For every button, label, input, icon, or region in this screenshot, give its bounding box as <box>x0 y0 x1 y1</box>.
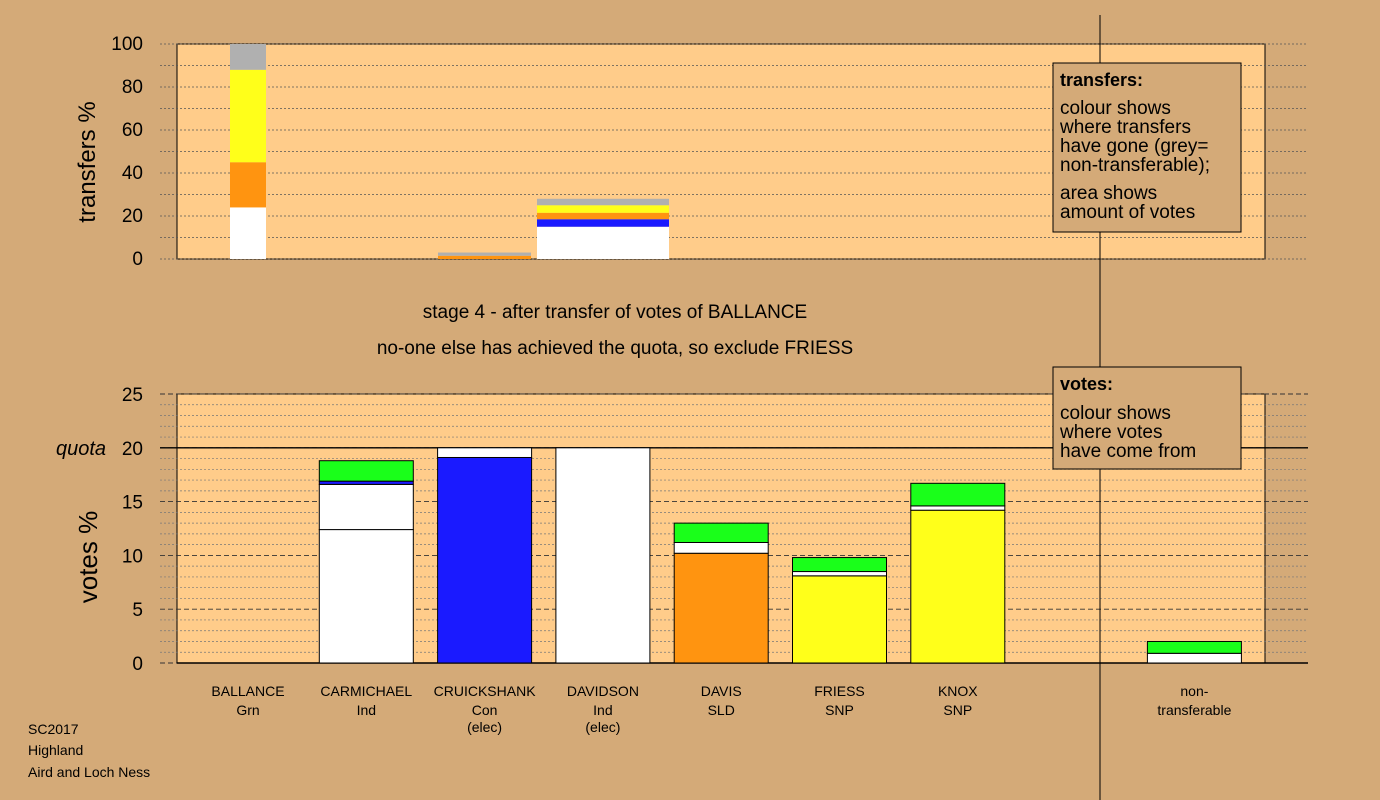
transfers-bar-segment <box>230 207 266 259</box>
transfers-tick-label: 60 <box>122 120 143 141</box>
votes-legend-line: colour shows <box>1060 403 1171 424</box>
votes-bar-segment <box>318 460 414 482</box>
votes-bar-segment <box>437 447 533 458</box>
candidate-status-label: (elec) <box>467 719 502 735</box>
quota-label: quota <box>56 438 106 460</box>
transfers-legend-line: colour shows <box>1060 98 1171 119</box>
votes-legend-line: where votes <box>1059 422 1162 443</box>
candidate-party-label: SNP <box>825 702 854 718</box>
votes-tick-label: 5 <box>132 600 143 621</box>
candidate-party-label: Con <box>472 702 498 718</box>
transfers-legend-line: amount of votes <box>1060 202 1195 223</box>
stage-subtitle: no-one else has achieved the quota, so e… <box>377 338 853 359</box>
candidate-status-label: (elec) <box>585 719 620 735</box>
votes-bar-segment <box>437 456 533 664</box>
transfers-bar-segment <box>537 219 669 227</box>
footer-line: Highland <box>28 742 83 758</box>
candidate-name-label: CRUICKSHANK <box>434 683 537 699</box>
stage-title: stage 4 - after transfer of votes of BAL… <box>423 302 807 323</box>
votes-bar-segment <box>673 541 769 554</box>
votes-legend-title: votes: <box>1060 374 1113 394</box>
candidate-party-label: transferable <box>1157 702 1231 718</box>
votes-tick-label: 15 <box>122 493 143 514</box>
votes-axis-label: votes % <box>73 511 103 604</box>
votes-bar-segment <box>555 447 651 664</box>
candidate-party-label: SLD <box>708 702 735 718</box>
votes-bar-segment <box>318 529 414 664</box>
transfers-bar-segment <box>537 198 669 206</box>
transfers-legend-line: have gone (grey= <box>1060 136 1208 157</box>
votes-legend-line: have come from <box>1060 441 1196 462</box>
votes-bar <box>792 557 887 664</box>
transfers-legend: transfers: colour shows where transfers … <box>1052 62 1242 233</box>
votes-bar <box>318 460 414 664</box>
transfers-tick-label: 20 <box>122 206 143 227</box>
votes-bar-segment <box>910 505 1006 511</box>
transfers-bar-segment <box>438 252 531 256</box>
votes-bar <box>910 482 1006 664</box>
votes-bar-segment <box>1146 640 1242 654</box>
transfers-bar-segment <box>537 226 669 259</box>
candidate-name-label: DAVIDSON <box>567 683 639 699</box>
candidate-name-label: DAVIS <box>701 683 742 699</box>
votes-tick-label: 0 <box>132 654 143 675</box>
transfers-legend-line: area shows <box>1060 183 1157 204</box>
transfers-tick-label: 80 <box>122 77 143 98</box>
votes-bar-segment <box>910 509 1006 664</box>
transfers-tick-label: 0 <box>132 249 143 270</box>
candidate-name-label: BALLANCE <box>211 683 284 699</box>
candidate-name-label: FRIESS <box>814 683 865 699</box>
votes-bar-segment <box>673 522 769 543</box>
votes-bar-segment <box>910 482 1006 507</box>
transfers-legend-line: where transfers <box>1059 117 1191 138</box>
transfers-bar <box>438 252 531 259</box>
candidate-name-label: non- <box>1180 683 1208 699</box>
votes-legend: votes: colour shows where votes have com… <box>1052 366 1242 470</box>
candidate-party-label: Ind <box>357 702 376 718</box>
votes-bar <box>673 522 769 664</box>
transfers-bar-segment <box>537 212 669 220</box>
transfers-tick-label: 40 <box>122 163 143 184</box>
candidate-party-label: Grn <box>236 702 259 718</box>
candidate-name-label: CARMICHAEL <box>320 683 412 699</box>
votes-bar-segment <box>792 557 887 573</box>
transfers-legend-line: non-transferable); <box>1060 155 1210 176</box>
transfers-bar-segment <box>230 162 266 208</box>
votes-bar-segment <box>673 552 769 664</box>
footer-line: SC2017 <box>28 721 79 737</box>
votes-bar-segment <box>318 483 414 531</box>
votes-bar <box>555 447 651 664</box>
votes-bar-segment <box>1146 652 1242 664</box>
transfers-axis-label: transfers % <box>74 101 101 222</box>
votes-tick-label: 20 <box>122 439 143 460</box>
transfers-bar <box>230 44 266 259</box>
transfers-bar-segment <box>438 255 531 259</box>
votes-bar-segment <box>792 571 887 577</box>
votes-bar <box>437 447 533 664</box>
transfers-bar-segment <box>537 205 669 213</box>
votes-bar <box>1146 640 1242 664</box>
transfers-bar <box>537 198 669 259</box>
transfers-legend-title: transfers: <box>1060 70 1143 90</box>
candidate-party-label: Ind <box>593 702 612 718</box>
transfers-bar-segment <box>230 69 266 163</box>
votes-tick-label: 25 <box>122 385 143 406</box>
transfers-tick-label: 100 <box>111 34 143 55</box>
candidate-party-label: SNP <box>943 702 972 718</box>
candidate-name-label: KNOX <box>938 683 978 699</box>
footer-line: Aird and Loch Ness <box>28 764 150 780</box>
votes-tick-label: 10 <box>122 546 143 567</box>
votes-bar-segment <box>792 575 887 664</box>
transfers-bar-segment <box>230 44 266 70</box>
